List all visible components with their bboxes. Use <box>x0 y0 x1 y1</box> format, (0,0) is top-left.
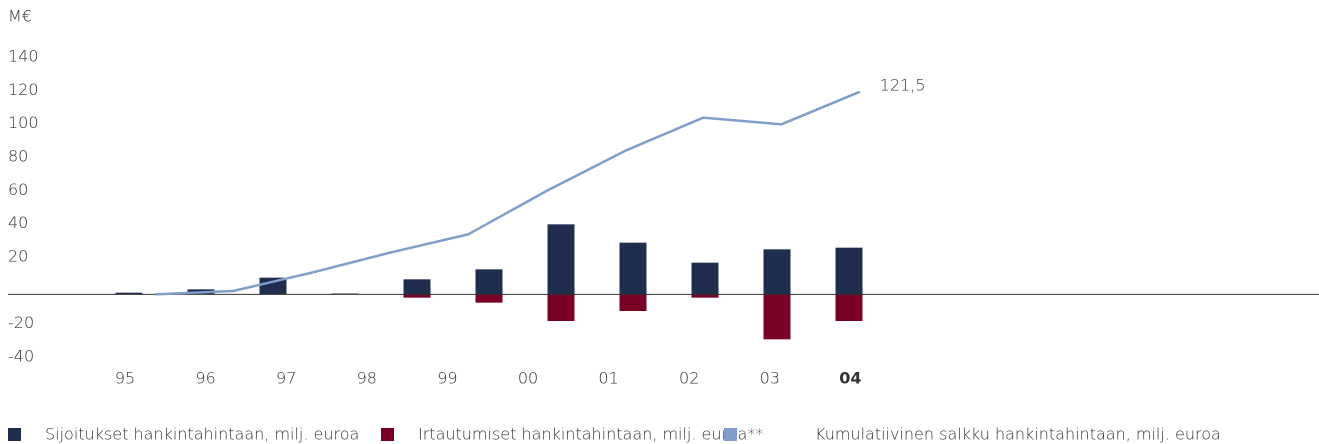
y-tick-label: 40 <box>8 213 28 232</box>
bar <box>619 242 647 295</box>
bar <box>835 247 863 295</box>
legend-swatch <box>724 428 737 441</box>
bar <box>547 294 575 321</box>
y-axis-label: M€ <box>8 7 32 26</box>
legend-label: Irtautumiset hankintahintaan, milj. euro… <box>418 425 763 444</box>
data-label: 121,5 <box>880 75 926 94</box>
bar <box>691 294 719 298</box>
x-tick-label: 96 <box>195 369 215 388</box>
bar <box>547 224 575 295</box>
y-tick-label: 20 <box>8 247 28 266</box>
x-tick-label: 02 <box>679 369 699 388</box>
bar <box>763 294 791 340</box>
bar <box>475 294 503 303</box>
bar <box>763 249 791 295</box>
legend-swatch <box>381 428 394 441</box>
y-tick-label: -40 <box>8 347 34 366</box>
line <box>154 90 861 296</box>
y-tick-label: -20 <box>8 313 34 332</box>
bar <box>835 294 863 321</box>
legend-swatch <box>8 428 21 441</box>
x-tick-label: 01 <box>598 369 618 388</box>
legend-label: Kumulatiivinen salkku hankintahintaan, m… <box>815 425 1221 444</box>
y-tick-label: 100 <box>8 113 39 132</box>
bar <box>619 294 647 311</box>
x-tick-label: 00 <box>518 369 538 388</box>
bar <box>115 292 143 295</box>
x-tick-label: 04 <box>839 369 861 388</box>
x-tick-label: 97 <box>276 369 296 388</box>
x-tick-label: 95 <box>115 369 135 388</box>
x-tick-label: 03 <box>760 369 780 388</box>
y-tick-label: 120 <box>8 80 39 99</box>
bar <box>475 269 503 295</box>
bar <box>403 279 431 295</box>
bar <box>259 277 287 295</box>
y-tick-label: 60 <box>8 180 28 199</box>
bar <box>691 262 719 295</box>
y-tick-label: 80 <box>8 147 28 166</box>
y-tick-label: 140 <box>8 47 39 66</box>
x-tick-label: 98 <box>357 369 377 388</box>
legend-label: Sijoitukset hankintahintaan, milj. euroa <box>45 425 359 444</box>
x-tick-label: 99 <box>437 369 457 388</box>
bar <box>403 294 431 298</box>
